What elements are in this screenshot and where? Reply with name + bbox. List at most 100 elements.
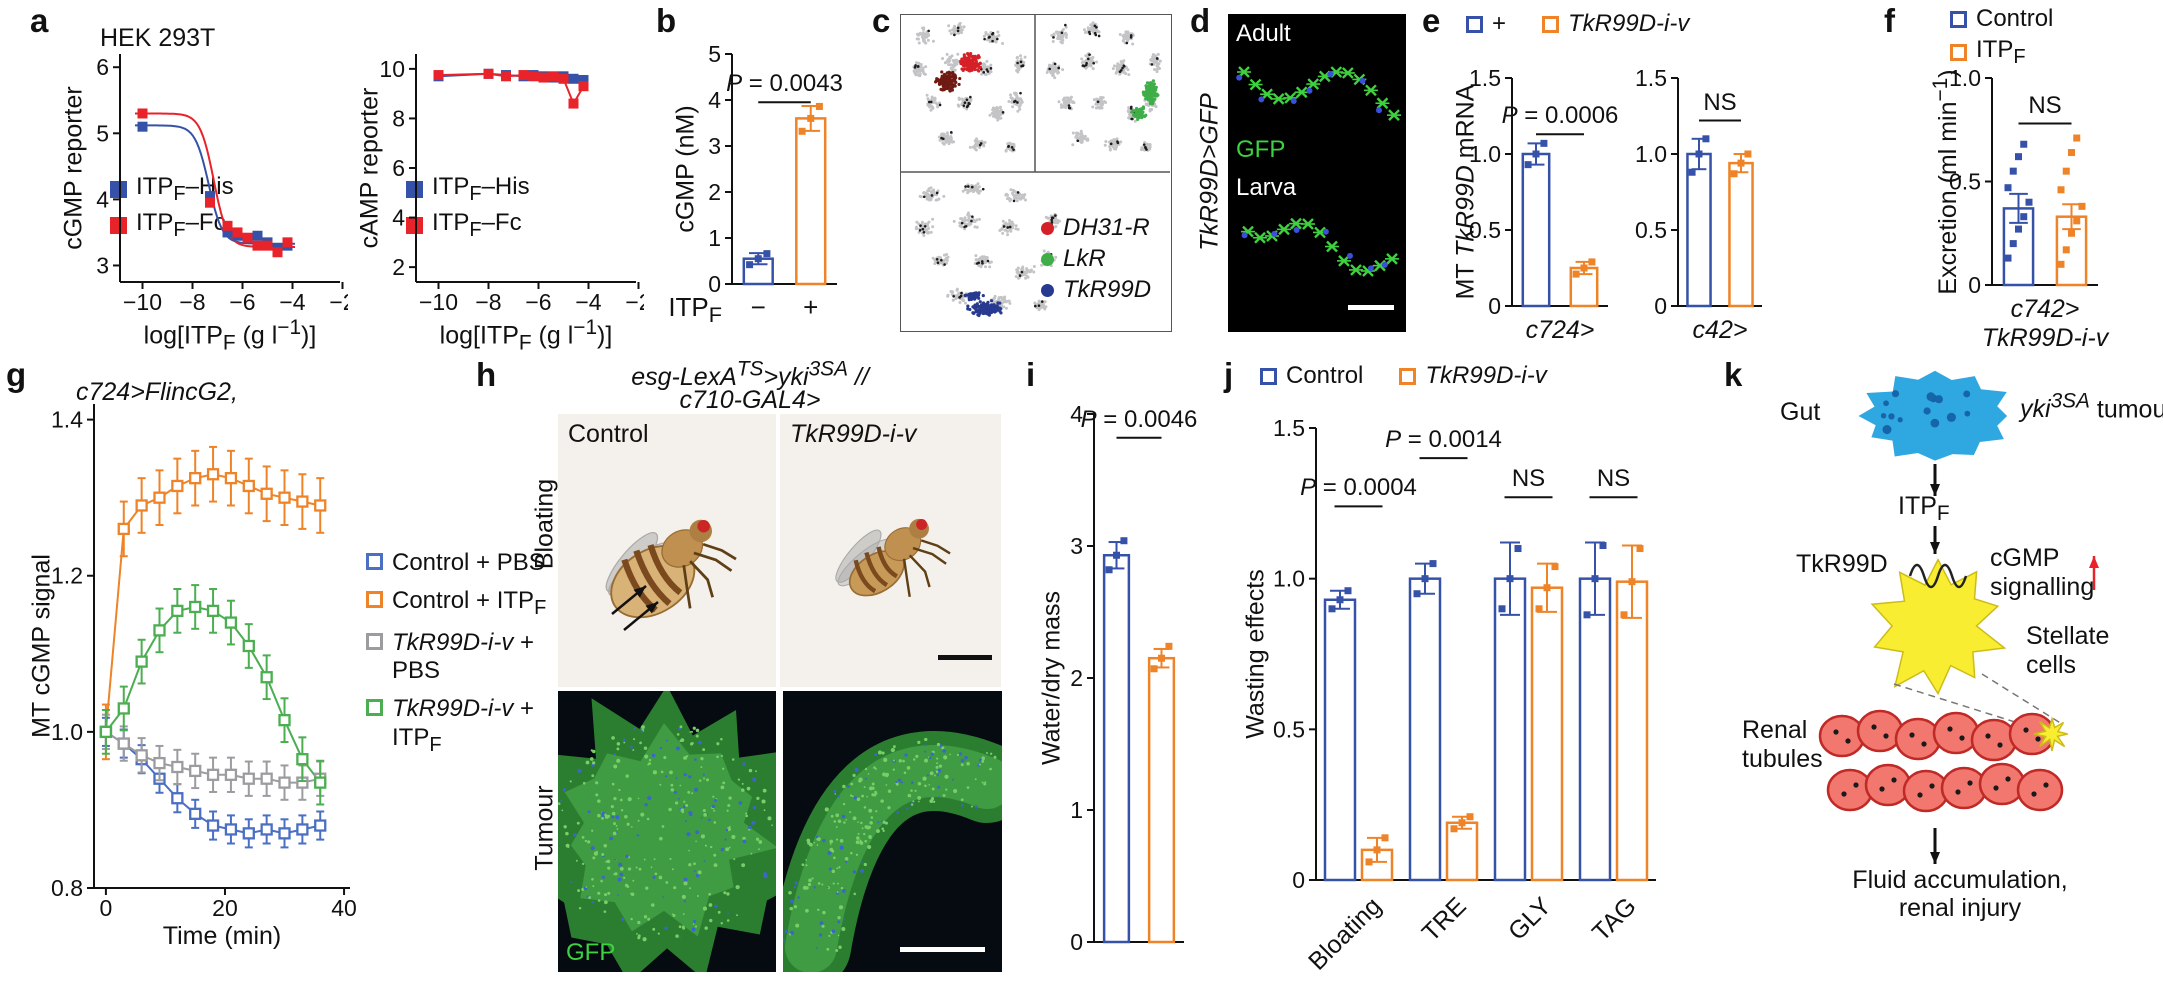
legend-label: + (1492, 10, 1507, 37)
x-axis-label: log[ITPF (g l−1)] (143, 316, 317, 355)
tkr99d-gut-canvas (783, 731, 1002, 972)
panel-label-i: i (1026, 356, 1036, 393)
legend-item: Control (1950, 5, 2053, 33)
svg-text:0: 0 (1070, 929, 1083, 955)
pathway-diagram (1818, 370, 2099, 864)
svg-text:5: 5 (708, 41, 721, 67)
legend-swatch-filled (406, 216, 423, 234)
itpf-label: ITPF (1898, 492, 1950, 525)
legend-swatch-filled (110, 180, 127, 198)
legend-genotypes: + TkR99D-i-v (1466, 10, 1689, 38)
adult-label: Adult (1236, 20, 1291, 47)
chart-a2-canvas: 2 4 6 8 10 −10 −8 −6 −4 −2 (379, 54, 644, 315)
svg-text:−6: −6 (229, 289, 255, 315)
legend-swatch-open (1950, 10, 1967, 28)
svg-text:1.0: 1.0 (1635, 141, 1667, 167)
legend-item: ITPF–Fc (406, 209, 530, 242)
legend-excretion: Control ITPF (1950, 2, 2053, 72)
tsne-cluster-plot: DH31-R LkR TkR99D (900, 14, 1172, 332)
legend-wasting: Control TkR99D-i-v (1260, 362, 1547, 390)
svg-text:−2: −2 (625, 289, 644, 315)
legend-swatch-filled (406, 180, 423, 198)
panel-label-k: k (1724, 356, 1743, 393)
svg-text:40: 40 (331, 895, 357, 921)
legend-item: TkR99D-i-v (1399, 362, 1547, 390)
svg-text:−10: −10 (123, 289, 162, 315)
legend-swatch-open (1542, 15, 1560, 33)
svg-text:0: 0 (1968, 272, 1981, 298)
svg-text:6: 6 (392, 155, 405, 181)
panel-label-d: d (1190, 2, 1211, 39)
chart-e2-canvas: 0 0.5 1.0 1.5 (1635, 65, 1762, 319)
panel-label-c: c (872, 2, 891, 39)
svg-text:0.8: 0.8 (51, 875, 83, 901)
svg-text:1.0: 1.0 (1949, 65, 1981, 91)
svg-text:4: 4 (96, 186, 109, 212)
panel-label-j: j (1224, 356, 1234, 393)
svg-text:2: 2 (708, 179, 721, 205)
legend-item: Control + ITPF (366, 587, 587, 620)
legend-label: Control (1286, 362, 1364, 389)
sig-annotation: NS (1511, 465, 1546, 493)
svg-text:−2: −2 (329, 289, 348, 315)
chart-excretion: 0 0.5 1.0 Excretion (ml min−1) c742> TkR99D-i… (1929, 62, 2110, 357)
svg-text:0: 0 (1488, 293, 1501, 319)
legend-timecourse: Control + PBS Control + ITPF TkR99D-i-v + … (366, 540, 587, 766)
stellate-cells-label: Stellate cells (2026, 622, 2110, 679)
x-axis-label: c724> (1525, 316, 1595, 344)
genotype-title-line1: esg-LexATS>yki3SA // (631, 358, 869, 392)
svg-text:1: 1 (1070, 797, 1083, 823)
legend-label: TkR99D (1063, 276, 1152, 303)
svg-text:−4: −4 (279, 289, 305, 315)
legend-label: Control + PBS (392, 549, 545, 576)
svg-text:8: 8 (392, 105, 405, 131)
tkr99d-fly-canvas (835, 518, 992, 660)
svg-text:−10: −10 (419, 289, 458, 315)
legend-item: Control (1260, 362, 1363, 390)
x-axis-label: log[ITPF (g l−1)] (439, 316, 613, 355)
legend-label: TkR99D-i-v + ITPF (392, 695, 535, 756)
legend-swatch-filled (110, 216, 127, 234)
outcome-line1: Fluid accumulation, (1852, 866, 2068, 894)
svg-text:0: 0 (1654, 293, 1667, 319)
svg-text:4: 4 (708, 87, 721, 113)
tumour-label: yki3SA tumours (2020, 390, 2163, 424)
legend-label: Control + ITPF (392, 586, 547, 619)
svg-text:1.0: 1.0 (1469, 141, 1501, 167)
svg-text:2: 2 (1070, 665, 1083, 691)
chart-water-dry-mass: 0 1 2 3 4 Water/dry mass P = 0.0046 (1038, 370, 1198, 972)
chart-wasting-effects: 0 0.5 1.0 1.5 Wasting effects Bloating TRE GLY T… (1240, 398, 1666, 978)
svg-text:0.5: 0.5 (1273, 716, 1305, 742)
svg-text:−6: −6 (525, 289, 551, 315)
svg-text:1.0: 1.0 (1273, 566, 1305, 592)
legend-label: ITPF (1976, 36, 2026, 68)
svg-text:−8: −8 (179, 289, 205, 315)
legend-label: DH31-R (1063, 214, 1150, 241)
svg-text:−8: −8 (475, 289, 501, 315)
outcome-line2: renal injury (1898, 894, 2022, 922)
larva-label: Larva (1236, 174, 1297, 201)
legend-label: LkR (1063, 245, 1106, 272)
panel-label-a: a (30, 2, 49, 39)
panel-label-g: g (6, 356, 27, 393)
legend-swatch-open (366, 590, 383, 608)
panel-label-f: f (1884, 2, 1895, 39)
chart-b-canvas: 0 1 2 3 4 5 (708, 41, 837, 297)
legend-swatch-open (1260, 367, 1277, 385)
panel-label-h: h (476, 356, 497, 393)
legend-swatch-open (1399, 367, 1417, 385)
mt-gfp-image: Adult GFP Larva (1228, 14, 1406, 332)
legend-item: + (1466, 10, 1506, 38)
sig-annotation: NS (2028, 91, 2062, 119)
legend-label: ITPF–His (432, 173, 530, 205)
legend-swatch-open (366, 553, 383, 570)
gfp-label: GFP (1236, 136, 1286, 163)
svg-text:0: 0 (1292, 867, 1305, 893)
